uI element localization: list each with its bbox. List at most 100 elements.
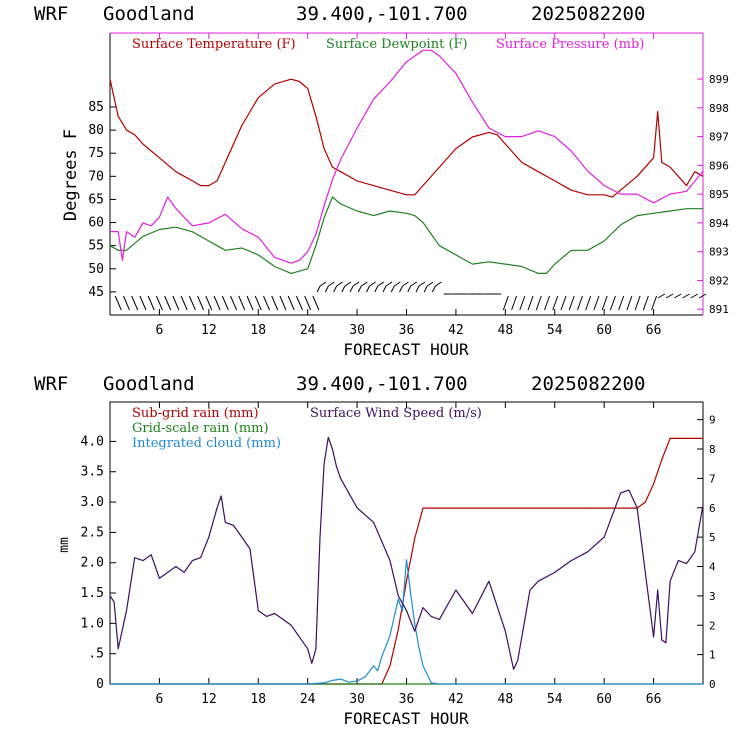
x-tick-label: 48 bbox=[498, 323, 514, 338]
panel1-x-ticks: 6 12 18 24 30 36 42 48 54 60 66 bbox=[156, 33, 662, 338]
panel1-header: WRF Goodland 39.400,-101.700 2025082200 bbox=[34, 3, 645, 25]
y-tick-label: 55 bbox=[88, 239, 104, 254]
wind-barb bbox=[601, 295, 608, 311]
wind-barb bbox=[374, 281, 385, 293]
y-tick-label: 2.0 bbox=[81, 556, 104, 571]
x-tick-label: 30 bbox=[349, 323, 365, 338]
wind-barb bbox=[382, 281, 393, 293]
x-tick-label: 12 bbox=[201, 323, 217, 338]
y2-tick-label: 897 bbox=[709, 131, 729, 144]
y-tick-label: 3.5 bbox=[81, 465, 104, 480]
y2-tick-label: 898 bbox=[709, 102, 729, 115]
x-tick-label: 12 bbox=[201, 692, 217, 707]
wind-barb bbox=[502, 295, 509, 311]
wind-barb bbox=[147, 295, 155, 311]
wind-barb bbox=[423, 281, 434, 293]
wind-barb bbox=[399, 281, 409, 293]
series-line-surface-pressure bbox=[110, 49, 704, 264]
y-tick-label: 75 bbox=[88, 146, 104, 161]
wind-barb bbox=[180, 295, 188, 311]
y-tick-label: 0 bbox=[96, 677, 104, 692]
x-tick-label: 66 bbox=[646, 692, 662, 707]
x-tick-label: 18 bbox=[250, 692, 266, 707]
wind-barb bbox=[519, 295, 526, 311]
wind-barb bbox=[221, 295, 229, 311]
x-tick-label: 24 bbox=[300, 323, 316, 338]
panel2-header-model: WRF bbox=[34, 373, 68, 395]
wind-barb bbox=[552, 295, 559, 311]
panel1-header-model: WRF bbox=[34, 3, 68, 25]
x-tick-label: 54 bbox=[547, 323, 563, 338]
panel2-y-ticks: 0 .5 1.0 1.5 2.0 2.5 3.0 3.5 4.0 bbox=[81, 434, 116, 692]
panel1-header-run: 2025082200 bbox=[531, 3, 645, 25]
y2-tick-label: 4 bbox=[709, 561, 716, 574]
legend-sub-grid-rain: Sub-grid rain (mm) bbox=[132, 406, 259, 421]
wind-barb bbox=[544, 295, 550, 311]
x-tick-label: 66 bbox=[646, 323, 662, 338]
wind-barb bbox=[263, 295, 270, 311]
wind-barb bbox=[333, 281, 343, 293]
panel2-series bbox=[109, 436, 704, 685]
y2-tick-label: 895 bbox=[709, 188, 729, 201]
x-tick-label: 18 bbox=[250, 323, 266, 338]
x-tick-label: 54 bbox=[547, 692, 563, 707]
y2-tick-label: 5 bbox=[709, 531, 716, 544]
panel2-header-run: 2025082200 bbox=[531, 373, 645, 395]
x-tick-label: 6 bbox=[156, 323, 164, 338]
wind-barb bbox=[651, 295, 658, 311]
x-tick-label: 36 bbox=[399, 323, 415, 338]
series-line-surface-dewpoint bbox=[109, 196, 703, 274]
y-tick-label: 4.0 bbox=[81, 434, 104, 449]
wind-barb bbox=[114, 295, 122, 311]
y2-tick-label: 894 bbox=[709, 217, 729, 230]
panel2-x-axis-label: FORECAST HOUR bbox=[343, 709, 469, 728]
y2-tick-label: 892 bbox=[709, 274, 729, 287]
legend-surface-temperature: Surface Temperature (F) bbox=[132, 37, 296, 52]
wind-barb bbox=[511, 295, 518, 311]
legend-surface-dewpoint: Surface Dewpoint (F) bbox=[326, 37, 468, 52]
wind-barb bbox=[279, 295, 287, 311]
wind-barb bbox=[674, 293, 682, 299]
wind-barb bbox=[665, 293, 674, 299]
wind-barb bbox=[576, 295, 583, 311]
wind-barb bbox=[230, 295, 238, 311]
y-tick-label: 85 bbox=[88, 100, 104, 115]
y2-tick-label: 1 bbox=[709, 649, 716, 662]
wind-barb bbox=[312, 295, 320, 311]
y-tick-label: 70 bbox=[88, 169, 104, 184]
y-tick-label: 2.5 bbox=[81, 525, 104, 540]
legend-surface-wind-speed: Surface Wind Speed (m/s) bbox=[310, 406, 482, 421]
y2-tick-label: 893 bbox=[709, 246, 729, 259]
wind-barb bbox=[254, 295, 262, 311]
y-tick-label: .5 bbox=[88, 647, 104, 662]
legend-grid-scale-rain: Grid-scale rain (mm) bbox=[132, 421, 269, 436]
y-tick-label: 1.0 bbox=[81, 616, 104, 631]
wind-barb bbox=[188, 295, 196, 311]
wind-barb bbox=[634, 295, 641, 311]
panel1-y-axis-label: Degrees F bbox=[61, 129, 81, 221]
wind-barb bbox=[123, 295, 130, 311]
panel2-y-axis-label: mm bbox=[57, 537, 72, 553]
wind-barb bbox=[164, 295, 172, 311]
wind-barb bbox=[657, 293, 666, 299]
wind-barb bbox=[568, 295, 575, 311]
wind-barb bbox=[349, 281, 360, 293]
y2-tick-label: 0 bbox=[709, 678, 716, 691]
y2-tick-label: 8 bbox=[709, 443, 716, 456]
x-tick-label: 24 bbox=[300, 692, 316, 707]
wind-barb bbox=[415, 281, 426, 293]
x-tick-label: 42 bbox=[448, 692, 464, 707]
wind-barb bbox=[357, 281, 368, 293]
y2-tick-label: 896 bbox=[709, 159, 729, 172]
y-tick-label: 65 bbox=[88, 192, 104, 207]
panel2-header: WRF Goodland 39.400,-101.700 2025082200 bbox=[34, 373, 645, 395]
wind-barb bbox=[197, 295, 205, 311]
wind-barb bbox=[341, 281, 352, 293]
wind-barb bbox=[304, 295, 312, 311]
panel1-x-axis-label: FORECAST HOUR bbox=[343, 340, 469, 359]
y2-tick-label: 3 bbox=[709, 590, 716, 603]
wind-barb bbox=[585, 295, 592, 311]
wind-barb bbox=[238, 295, 246, 311]
x-tick-label: 60 bbox=[596, 692, 612, 707]
